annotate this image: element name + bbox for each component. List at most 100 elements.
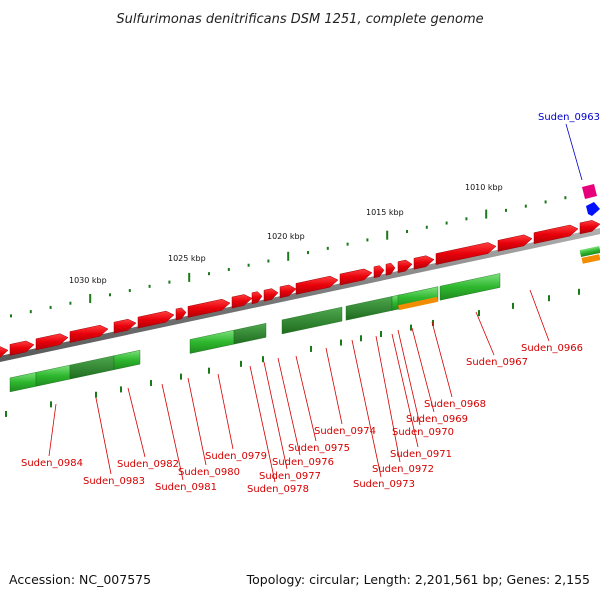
gene-label[interactable]: Suden_0970 <box>392 427 454 438</box>
feature-tick <box>360 335 362 342</box>
forward-cds-arrow <box>175 307 187 321</box>
rna-feature-block <box>9 372 37 393</box>
ruler-label-1020: 1020 kbp <box>267 232 305 241</box>
gene-label-leader <box>529 289 550 342</box>
small-ticks-track <box>5 288 580 417</box>
feature-tick <box>120 386 122 393</box>
gene-label-leader <box>475 311 495 356</box>
forward-cds-arrow <box>9 340 35 356</box>
ruler-minor-tick <box>168 280 171 284</box>
gene-label[interactable]: Suden_0968 <box>424 399 486 410</box>
forward-cds-arrow <box>413 255 435 270</box>
ruler-minor-tick <box>148 284 151 288</box>
ruler-minor-tick <box>505 208 507 212</box>
rna-feature-block <box>281 306 343 335</box>
gene-label-leader <box>127 387 146 458</box>
dotted-ruler <box>10 196 567 318</box>
gene-label-leader <box>48 403 57 457</box>
rna-feature-block <box>439 273 501 301</box>
green-feature-right <box>579 245 600 257</box>
feature-tick <box>240 360 242 367</box>
ruler-minor-tick <box>445 221 448 225</box>
gene-label[interactable]: Suden_0977 <box>259 471 321 482</box>
feature-tick <box>340 339 342 346</box>
gene-label[interactable]: Suden_0978 <box>247 484 309 495</box>
gene-label[interactable]: Suden_0976 <box>272 457 334 468</box>
gene-label[interactable]: Suden_0966 <box>521 343 583 354</box>
feature-tick <box>310 345 312 352</box>
gene-label[interactable]: Suden_0971 <box>390 449 452 460</box>
feature-tick <box>150 380 152 387</box>
forward-cds-arrow <box>251 291 263 305</box>
gene-label-leader <box>277 357 301 456</box>
feature-tick <box>180 373 182 380</box>
ruler-minor-tick <box>326 246 329 250</box>
ruler-major-tick <box>188 272 191 282</box>
forward-cds-arrow <box>187 298 231 318</box>
feature-tick <box>5 410 7 417</box>
ruler-minor-tick <box>69 301 72 305</box>
feature-tick <box>548 295 550 302</box>
forward-cds-arrow <box>435 242 497 265</box>
feature-tick <box>208 367 210 374</box>
feature-tick <box>262 356 264 363</box>
forward-cds-arrow <box>113 318 137 334</box>
forward-cds-arrow <box>263 288 279 302</box>
orange-feature-right <box>581 254 600 264</box>
gene-label[interactable]: Suden_0981 <box>155 482 217 493</box>
gene-label[interactable]: Suden_0969 <box>406 414 468 425</box>
gene-label[interactable]: Suden_0980 <box>178 467 240 478</box>
ruler-labels: 1010 kbp 1015 kbp 1020 kbp 1025 kbp 1030… <box>69 183 503 285</box>
magenta-feature <box>582 184 597 199</box>
gene-label[interactable]: Suden_0983 <box>83 476 145 487</box>
ruler-label-1010: 1010 kbp <box>465 183 503 192</box>
forward-cds-track <box>0 220 600 358</box>
gene-label[interactable]: Suden_0973 <box>353 479 415 490</box>
gene-label-leader <box>295 355 317 442</box>
gene-label[interactable]: Suden_0972 <box>372 464 434 475</box>
gene-label-leader <box>431 321 453 398</box>
feature-tick <box>50 401 52 408</box>
ruler-major-tick <box>386 230 389 240</box>
blue-feature <box>586 202 600 216</box>
gene-label-leader <box>95 397 112 475</box>
gene-label[interactable]: Suden_0982 <box>117 459 179 470</box>
gene-label[interactable]: Suden_0967 <box>466 357 528 368</box>
gene-label-leader <box>249 365 276 483</box>
forward-cds-arrow <box>69 324 109 343</box>
ruler-minor-tick <box>524 204 527 208</box>
genome-title: Sulfurimonas denitrificans DSM 1251, com… <box>116 12 483 27</box>
ruler-minor-tick <box>366 238 369 242</box>
gene-label[interactable]: Suden_0963 <box>538 112 600 123</box>
gene-labels: Suden_0963 Suden_0966 Suden_0967 Suden_0968… <box>21 112 600 495</box>
feature-tick <box>380 331 382 338</box>
forward-cds-arrow <box>339 268 373 286</box>
gene-label[interactable]: Suden_0979 <box>205 451 267 462</box>
forward-cds-arrow <box>533 224 579 245</box>
gene-label[interactable]: Suden_0975 <box>288 443 350 454</box>
gene-label[interactable]: Suden_0974 <box>314 426 376 437</box>
feature-tick <box>512 302 514 309</box>
ruler-minor-tick <box>49 305 52 309</box>
ruler-label-1030: 1030 kbp <box>69 276 107 285</box>
ruler-minor-tick <box>307 251 309 255</box>
gene-label-leader <box>351 339 382 478</box>
ruler-minor-tick <box>544 200 547 204</box>
forward-cds-arrow <box>385 262 396 276</box>
gene-label-leader <box>161 383 184 481</box>
feature-tick <box>432 319 434 326</box>
ruler-major-tick <box>89 293 92 303</box>
forward-cds-arrow <box>35 333 69 351</box>
forward-cds-arrow <box>231 294 253 309</box>
ruler-minor-tick <box>227 267 230 271</box>
rna-track <box>9 273 501 393</box>
ruler-minor-tick <box>267 259 270 263</box>
forward-cds-arrow <box>279 284 297 299</box>
rna-feature-block <box>35 364 71 387</box>
ruler-major-tick <box>287 251 290 261</box>
ruler-minor-tick <box>346 242 349 246</box>
gene-label-leader <box>263 361 288 470</box>
gene-label[interactable]: Suden_0984 <box>21 458 83 469</box>
accession-text: Accession: NC_007575 <box>9 572 152 587</box>
